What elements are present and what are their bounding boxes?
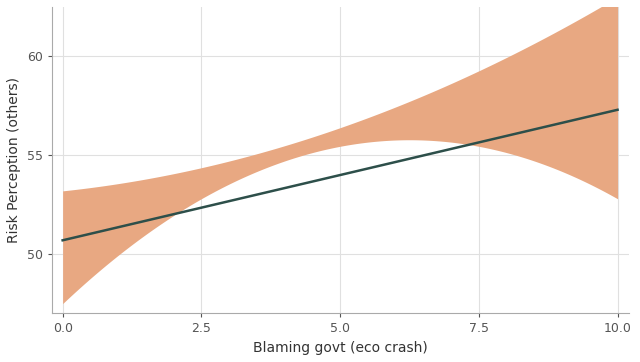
X-axis label: Blaming govt (eco crash): Blaming govt (eco crash) <box>253 341 428 355</box>
Y-axis label: Risk Perception (others): Risk Perception (others) <box>7 77 21 243</box>
